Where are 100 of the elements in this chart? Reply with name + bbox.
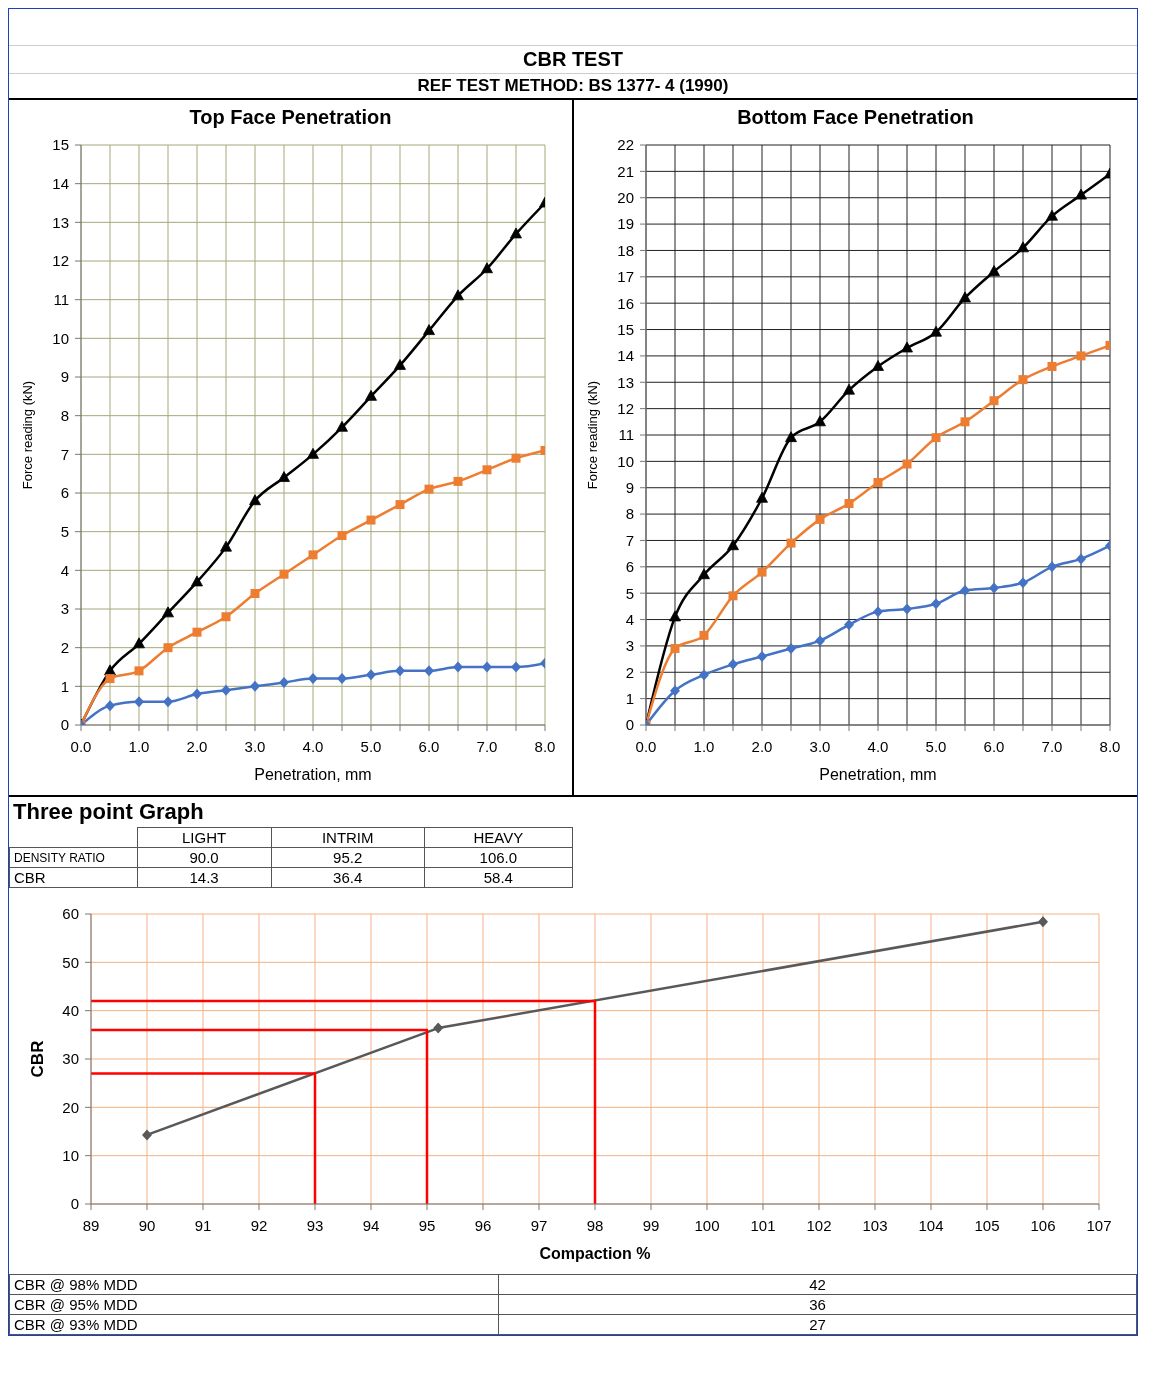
text: LIGHT (137, 827, 272, 848)
x-tick-label: 2.0 (186, 737, 208, 755)
x-tick-label: 5.0 (360, 737, 382, 755)
point (989, 582, 999, 594)
point (424, 665, 434, 677)
point (960, 585, 970, 597)
text: 42 (498, 1274, 1137, 1295)
point (1076, 351, 1086, 361)
y-tick-label: 16 (617, 294, 634, 312)
point (105, 700, 115, 712)
y-tick-label: 7 (60, 445, 69, 463)
point (308, 550, 318, 560)
point (1047, 361, 1057, 371)
point (453, 476, 463, 486)
x-tick-label: 105 (974, 1216, 1000, 1234)
point (433, 1022, 444, 1034)
point (250, 589, 260, 599)
point (931, 433, 941, 443)
point (423, 324, 435, 335)
y-tick-label: 5 (60, 522, 69, 540)
y-tick-label: 11 (53, 290, 69, 308)
point (162, 606, 174, 618)
y-tick-label: 3 (625, 637, 634, 655)
x-axis-title: Penetration, mm (819, 766, 937, 783)
point (365, 389, 377, 401)
y-tick-label: 6 (625, 558, 634, 576)
y-tick-label: 4 (625, 610, 634, 628)
x-tick-label: 6.0 (983, 737, 1005, 755)
x-tick-label: 97 (530, 1216, 548, 1234)
text: 58.4 (424, 867, 573, 888)
point (511, 661, 521, 673)
point (901, 341, 913, 353)
point (510, 227, 522, 239)
point (786, 643, 796, 655)
y-tick-label: 0 (60, 716, 69, 734)
point (815, 514, 825, 524)
point (192, 627, 202, 637)
x-tick-label: 104 (918, 1216, 944, 1234)
x-tick-label: 4.0 (302, 737, 324, 755)
text: 90.0 (137, 847, 272, 868)
point (481, 262, 493, 274)
point (1018, 577, 1028, 589)
x-tick-label: 101 (750, 1216, 776, 1234)
point (250, 680, 260, 692)
x-tick-label: 3.0 (244, 737, 266, 755)
y-tick-label: 13 (52, 213, 69, 231)
x-tick-label: 0.0 (70, 737, 92, 755)
x-tick-label: 107 (1086, 1216, 1112, 1234)
text: 36 (498, 1294, 1137, 1315)
text: 14.3 (137, 867, 272, 888)
point (279, 569, 289, 579)
point (163, 643, 173, 653)
y-tick-label: 9 (625, 479, 634, 497)
text: CBR @ 93% MDD (9, 1314, 499, 1335)
point (482, 661, 492, 673)
x-tick-label: 2.0 (751, 737, 773, 755)
y-tick-label: 11 (618, 426, 634, 444)
point (930, 325, 942, 337)
point (872, 360, 884, 371)
point (699, 630, 709, 640)
y-tick-label: 22 (617, 136, 634, 154)
point (756, 491, 768, 503)
x-tick-label: 4.0 (867, 737, 889, 755)
y-tick-label: 10 (617, 452, 634, 470)
chart-title: Three point Graph (12, 798, 205, 826)
x-tick-label: 98 (586, 1216, 604, 1234)
y-axis-title: CBR (28, 1040, 48, 1078)
point (931, 598, 941, 610)
point (142, 1129, 152, 1141)
point (728, 591, 738, 601)
chart-title: Top Face Penetration (188, 105, 393, 130)
y-tick-label: 21 (617, 162, 634, 180)
point (988, 265, 1000, 276)
x-tick-label: 89 (82, 1216, 100, 1234)
point (699, 669, 709, 681)
y-tick-label: 1 (625, 689, 634, 707)
x-tick-label: 100 (694, 1216, 720, 1234)
text: DENSITY RATIO (9, 847, 137, 868)
point (1038, 916, 1048, 928)
point (394, 359, 406, 370)
x-tick-label: 94 (362, 1216, 380, 1234)
point (815, 635, 825, 647)
point (511, 453, 521, 463)
point (873, 477, 883, 487)
x-tick-label: 102 (806, 1216, 832, 1234)
y-tick-label: 0 (70, 1195, 79, 1213)
chart-title: Bottom Face Penetration (736, 105, 975, 130)
y-tick-label: 10 (62, 1146, 79, 1164)
point (960, 417, 970, 427)
y-tick-label: 20 (617, 189, 634, 207)
point (366, 515, 376, 525)
point (669, 610, 681, 622)
x-tick-label: 93 (306, 1216, 324, 1234)
y-tick-label: 18 (617, 241, 634, 259)
point (279, 676, 289, 688)
point (843, 383, 855, 395)
text: 27 (498, 1314, 1137, 1335)
point (163, 696, 173, 708)
point (105, 674, 115, 684)
point (220, 540, 232, 552)
